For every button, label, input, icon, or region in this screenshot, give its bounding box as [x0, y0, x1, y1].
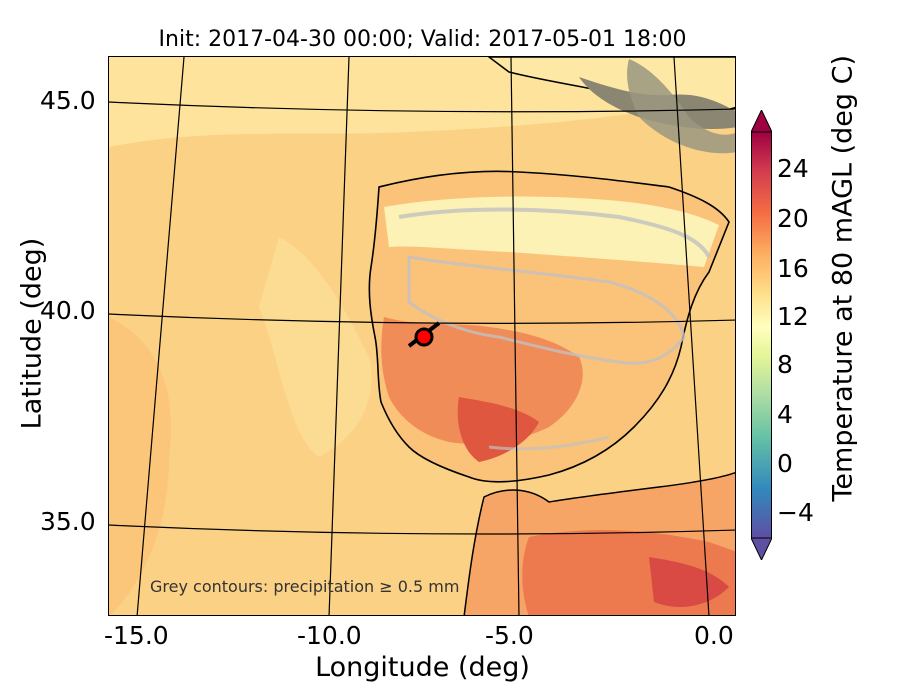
graticule-lat-45	[109, 101, 735, 113]
colorbar-tick-minus4: −4	[777, 498, 814, 527]
colorbar-gradient	[751, 131, 772, 539]
graticule-lon-15	[136, 57, 185, 615]
precip-annotation: Grey contours: precipitation ≥ 0.5 mm	[150, 577, 460, 596]
africa-hottest-zone	[649, 557, 729, 607]
y-axis-label: Latitude (deg)	[16, 237, 48, 430]
x-tick-minus15: -15.0	[104, 621, 169, 650]
colorbar-tick-24: 24	[777, 154, 809, 183]
y-tick-40: 40.0	[40, 296, 96, 325]
graticule-lat-40	[109, 313, 735, 324]
precip-contour-band	[407, 255, 686, 365]
map-plot-area	[108, 56, 736, 616]
graticule-lon-10	[328, 57, 350, 615]
colorbar-tick-20: 20	[777, 204, 809, 233]
temperature-map	[109, 57, 735, 615]
precip-contour-north	[398, 207, 711, 258]
alps-cold-area	[627, 59, 735, 154]
iberia-north-cool-zone	[384, 196, 719, 267]
colorbar-min-extension	[751, 537, 772, 560]
x-tick-minus5: -5.0	[485, 621, 534, 650]
x-tick-0: 0.0	[694, 621, 734, 650]
graticule-lon-0	[673, 57, 710, 615]
colorbar-max-extension	[751, 110, 772, 133]
y-tick-35: 35.0	[40, 507, 96, 536]
graticule-lat-35	[109, 524, 735, 535]
graticule-lon-5	[510, 57, 520, 615]
colorbar-tick-16: 16	[777, 254, 809, 283]
sea-cool-patch	[259, 237, 372, 457]
colorbar-tick-8: 8	[777, 350, 793, 379]
plot-title: Init: 2017-04-30 00:00; Valid: 2017-05-0…	[158, 27, 687, 52]
x-axis-label: Longitude (deg)	[315, 652, 530, 683]
x-tick-minus10: -10.0	[297, 621, 362, 650]
colorbar-label: Temperature at 80 mAGL (deg C)	[827, 54, 859, 502]
iberia-southwest-warm-zone	[381, 317, 583, 444]
colorbar-tick-12: 12	[777, 302, 809, 331]
y-tick-45: 45.0	[40, 86, 96, 115]
colorbar-tick-0: 0	[777, 449, 793, 478]
precip-contour-south	[488, 435, 610, 451]
colorbar-tick-4: 4	[777, 400, 793, 429]
colorbar	[751, 110, 772, 560]
location-marker	[414, 327, 434, 347]
guadalquivir-hot-zone	[457, 397, 539, 462]
